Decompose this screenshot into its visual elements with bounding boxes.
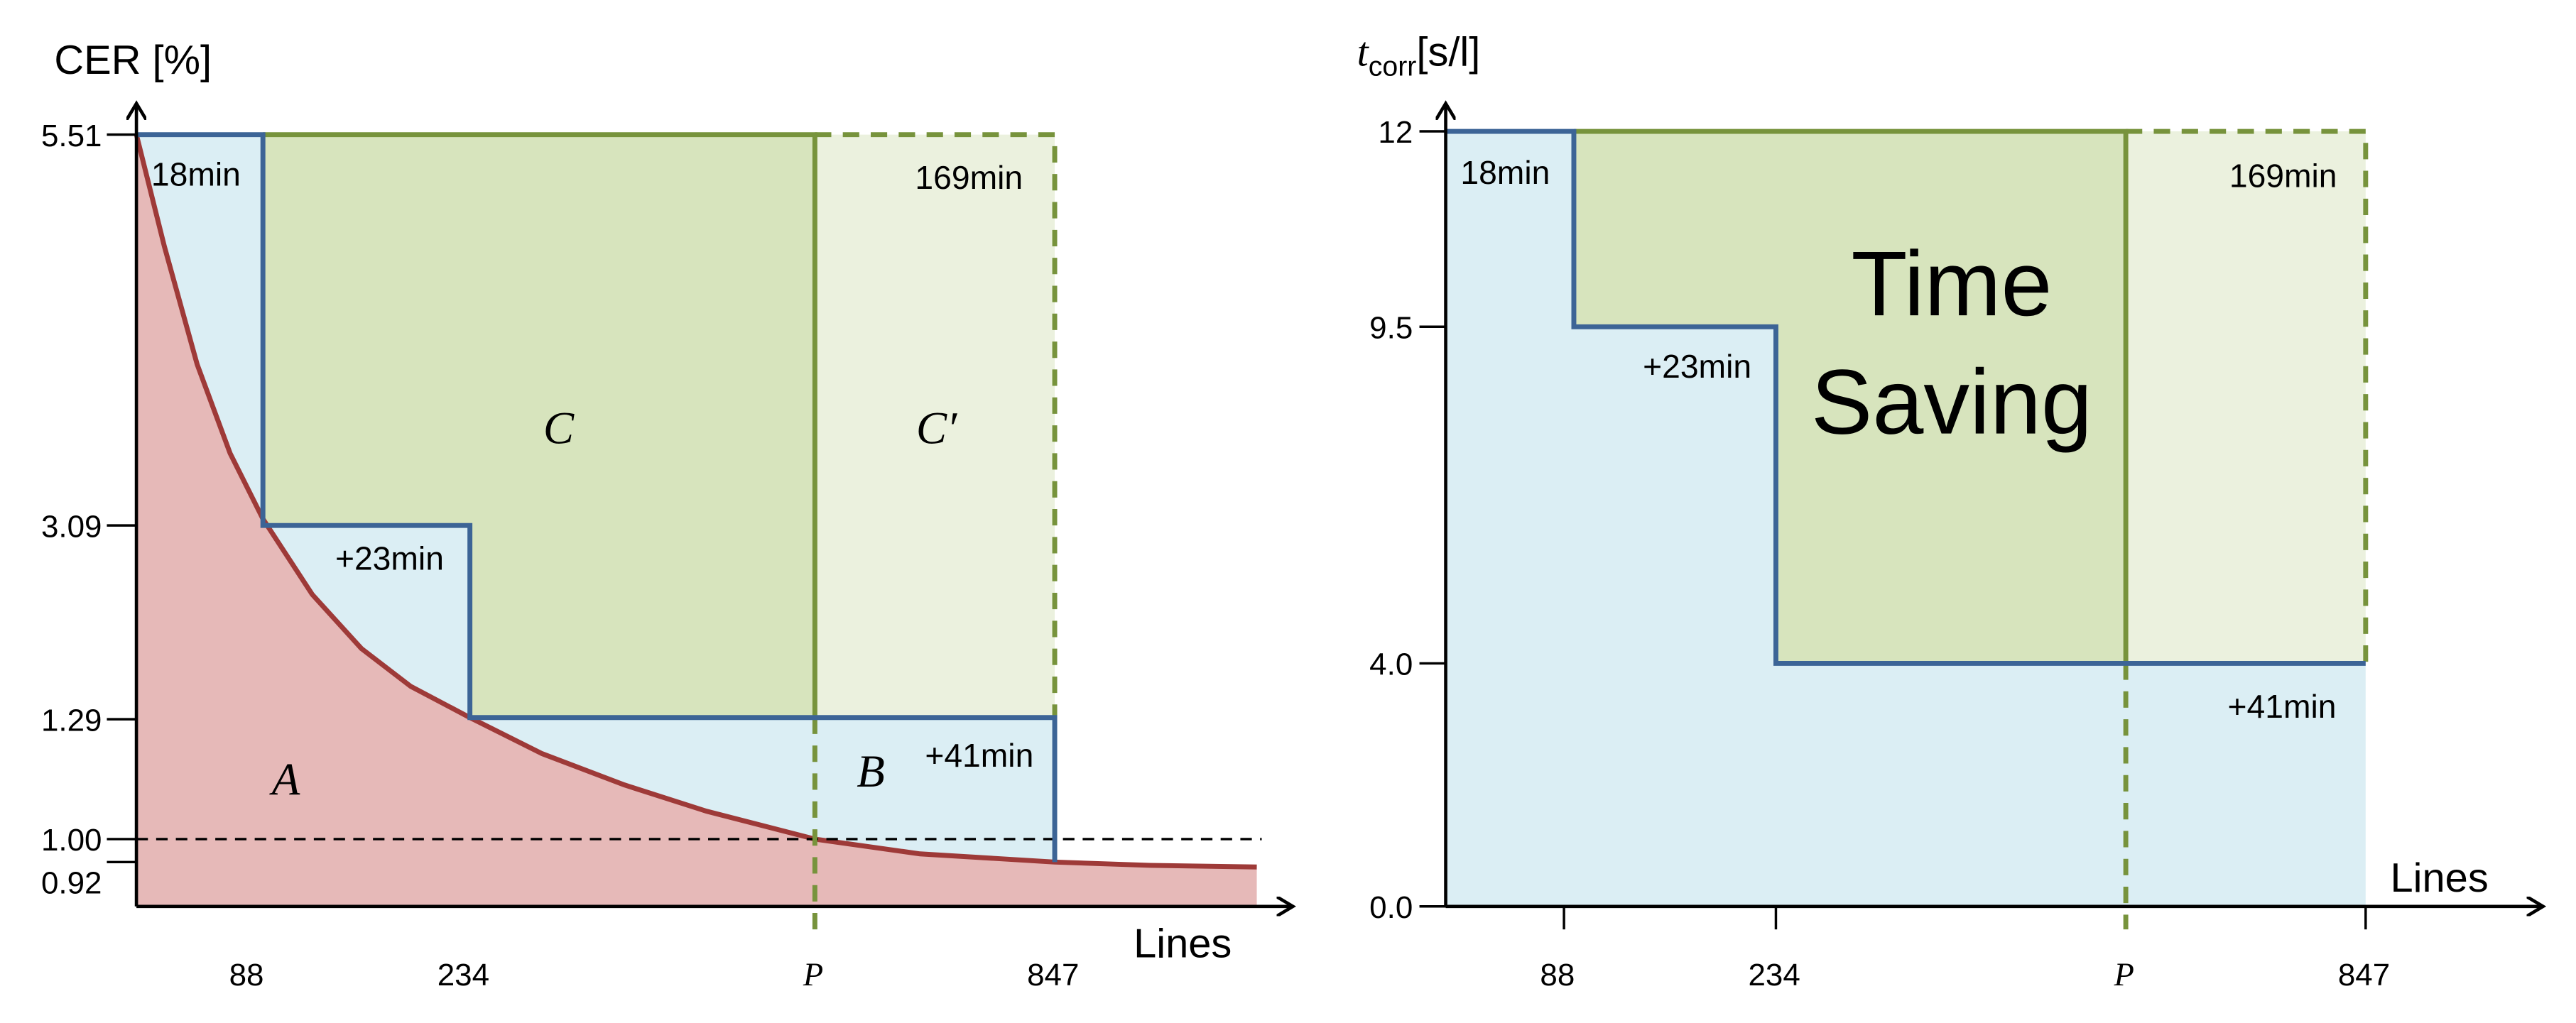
y-tick-label: 9.5 — [1369, 310, 1413, 345]
y-tick-label: 4.0 — [1369, 647, 1413, 682]
region-c-prime — [815, 134, 1055, 718]
center-label: Saving — [1811, 351, 2092, 454]
x-tick-label: 847 — [2338, 958, 2390, 992]
y-tick-label: 1.00 — [41, 823, 102, 858]
x-tick-label: 847 — [1027, 958, 1079, 992]
annotation: 169min — [915, 159, 1023, 196]
center-label: Time — [1851, 233, 2052, 335]
annotation: 18min — [151, 155, 241, 192]
annotation: 169min — [2229, 158, 2337, 195]
y-tick-label: 5.51 — [41, 119, 102, 153]
x-label: Lines — [1134, 921, 1232, 966]
annotation: +41min — [2228, 688, 2337, 725]
x-tick-label: P — [803, 957, 823, 993]
region-a — [136, 134, 1257, 907]
y-label-main: t — [1357, 29, 1370, 75]
green-dashed — [2126, 128, 2369, 664]
x-tick-label: 234 — [438, 958, 489, 992]
region-saving — [1573, 131, 2126, 664]
region-label: B — [857, 746, 885, 797]
y-tick-label: 0.92 — [41, 865, 102, 900]
annotation: +23min — [1643, 348, 1751, 385]
y-label-sub: corr — [1369, 50, 1417, 82]
y-tick-label: 0.0 — [1369, 890, 1413, 925]
y-ticks — [107, 133, 137, 864]
region-label: A — [269, 754, 300, 805]
y-ticks — [1419, 130, 1446, 908]
blue-step — [1445, 128, 2366, 666]
right-panel: tcorr[s/l] 12 9.5 4.0 0.0 88 234 P 847 L… — [1357, 29, 2543, 993]
annotation: 18min — [1460, 154, 1550, 191]
region-saving-prime — [2126, 131, 2366, 664]
region-label: C — [543, 403, 575, 454]
y-tick-label: 3.09 — [41, 509, 102, 544]
x-tick-label: 88 — [229, 958, 264, 992]
annotation: +41min — [925, 737, 1033, 774]
y-label: CER [%] — [54, 38, 212, 83]
y-label-unit: [s/l] — [1416, 30, 1480, 75]
x-tick-label: 88 — [1540, 958, 1575, 992]
x-label: Lines — [2391, 855, 2489, 901]
region-c — [263, 134, 815, 718]
green-dashed — [815, 132, 1058, 718]
left-panel: CER [%] 5.51 3.09 1.29 1.00 0.92 88 234 … — [41, 38, 1293, 993]
blue-step — [136, 132, 1058, 863]
y-tick-label: 1.29 — [41, 703, 102, 738]
region-blue — [1445, 131, 2366, 907]
x-ticks — [1563, 906, 2367, 930]
x-tick-label: 234 — [1748, 958, 1800, 992]
x-tick-label: P — [2114, 957, 2134, 993]
region-label: C′ — [916, 403, 957, 454]
y-label: tcorr[s/l] — [1357, 29, 1481, 82]
y-tick-label: 12 — [1378, 115, 1413, 150]
annotation: +23min — [335, 540, 444, 577]
